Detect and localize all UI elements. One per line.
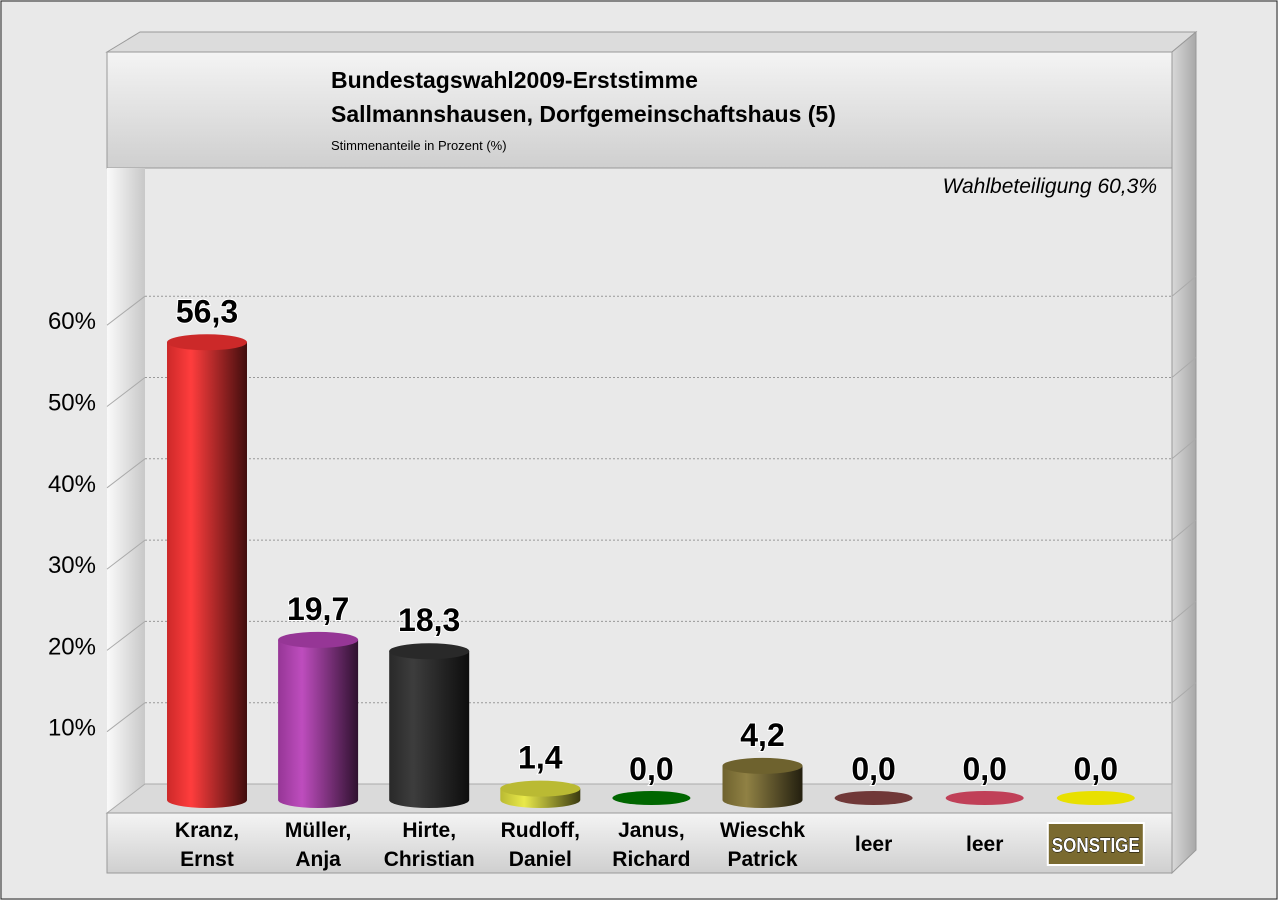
bar-top (389, 643, 470, 660)
bar: 1,4 (500, 739, 581, 808)
bar: 0,0 (612, 750, 691, 805)
x-tick-label: Anja (295, 848, 341, 871)
value-label: 0,0 (1074, 751, 1118, 787)
y-tick-label: 50% (48, 390, 96, 417)
y-tick-label: 60% (48, 308, 96, 335)
x-tick-label: Patrick (727, 848, 797, 871)
gridline-side (1171, 357, 1197, 378)
value-label: 56,3 (176, 293, 238, 329)
gridline-side (1171, 519, 1197, 541)
gridline-side (1171, 682, 1197, 704)
x-tick-label: leer (855, 833, 892, 856)
chart-title: Bundestagswahl2009-Erststimme (331, 67, 698, 93)
bar-top (834, 791, 913, 805)
bar-body (389, 651, 470, 808)
value-label: 0,0 (629, 751, 673, 787)
x-tick-label: Richard (612, 848, 690, 871)
bar: 0,0 (1056, 750, 1135, 805)
turnout-annotation: Wahlbeteiligung 60,3% (943, 175, 1157, 198)
gridline-side (106, 702, 146, 733)
x-tick-label: Kranz, (175, 819, 239, 842)
bar-body (278, 639, 359, 808)
bar-top (500, 780, 581, 797)
bar-top (612, 791, 691, 805)
bar: 56,3 (167, 292, 247, 808)
x-tick-label: Müller, (285, 819, 352, 842)
y-tick-label: 30% (48, 552, 96, 579)
y-tick-label: 20% (48, 633, 96, 660)
gridline-side (1171, 438, 1197, 460)
value-label: 4,2 (740, 717, 784, 753)
gridline-side (1171, 601, 1197, 622)
bar-top (278, 631, 359, 648)
bar-top (167, 334, 247, 351)
x-tick-label: Janus, (618, 819, 685, 842)
value-label: 0,0 (962, 751, 1006, 787)
y-axis-label: Stimmenanteile in Prozent (%) (331, 138, 507, 153)
y-tick-label: 40% (48, 471, 96, 498)
gridline-side (1171, 275, 1197, 297)
value-label: 18,3 (398, 602, 460, 638)
sonstige-badge (1046, 822, 1145, 866)
x-tick-label: Christian (384, 848, 475, 871)
bar: 19,7 (278, 590, 359, 808)
gridline-side (106, 621, 146, 651)
x-tick-label: Daniel (509, 848, 572, 871)
x-tick-label: Rudloff, (501, 819, 580, 842)
value-label: 19,7 (287, 591, 349, 627)
bar: 0,0 (834, 750, 913, 805)
gridline-side (106, 295, 146, 326)
x-tick-label: Wieschk (720, 819, 805, 842)
value-label: 1,4 (518, 740, 563, 776)
gridline-side (106, 377, 146, 407)
x-tick-label: Hirte, (402, 819, 456, 842)
bar: 0,0 (945, 750, 1024, 805)
gridline-side (106, 458, 146, 489)
gridline-side (106, 539, 146, 570)
bar-top (1056, 791, 1135, 805)
bar-body (167, 342, 247, 808)
bar: 4,2 (722, 716, 803, 808)
chart-subtitle: Sallmannshausen, Dorfgemeinschaftshaus (… (331, 101, 836, 127)
bar-body (722, 765, 803, 808)
value-label: 0,0 (851, 751, 895, 787)
x-tick-label: leer (966, 833, 1003, 856)
x-tick-label: SONSTIGE (1052, 835, 1140, 857)
bar: 18,3 (389, 601, 470, 808)
bar-top (945, 791, 1024, 805)
bar-top (722, 757, 803, 774)
y-tick-label: 10% (48, 715, 96, 742)
x-tick-label: Ernst (180, 848, 234, 871)
